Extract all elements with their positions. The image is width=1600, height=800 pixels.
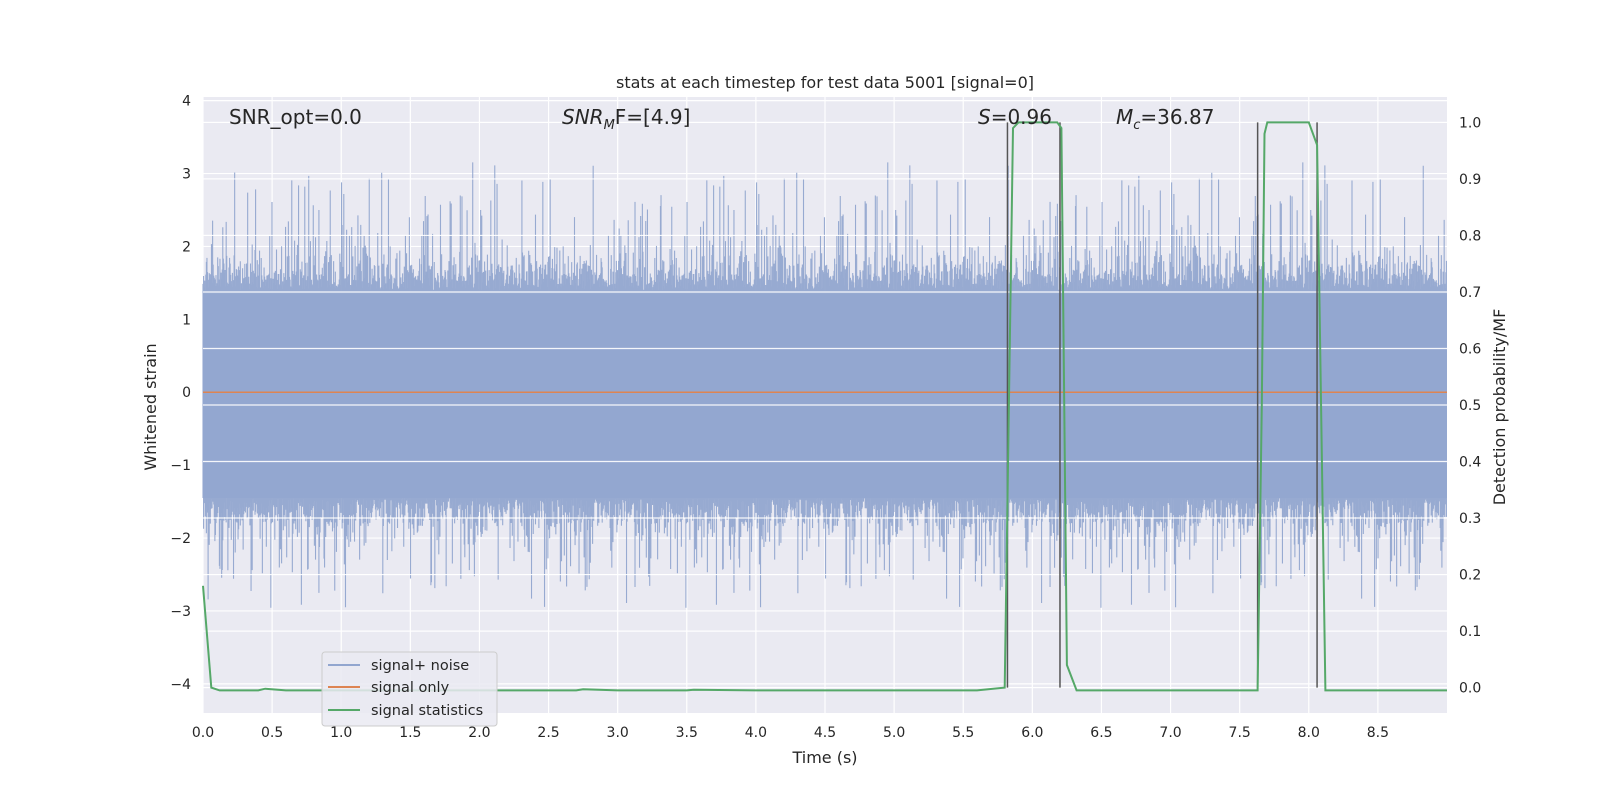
y-left-tick-label: 1 <box>182 312 191 328</box>
legend-label-statistics: signal statistics <box>371 703 483 719</box>
x-tick-label: 4.0 <box>745 725 767 741</box>
y-right-tick-label: 0.2 <box>1459 568 1481 584</box>
signal-statistics-line <box>202 121 1447 692</box>
snr-mf-symbol: SNR <box>562 105 604 129</box>
y-left-tick-label: −4 <box>170 677 191 693</box>
snr-mf-subscript: M <box>604 118 615 133</box>
x-tick-label: 8.0 <box>1298 725 1320 741</box>
y-left-tick-label: −3 <box>170 604 191 620</box>
legend: signal+ noise signal only signal statist… <box>321 651 498 727</box>
x-tick-label: 1.0 <box>330 725 352 741</box>
x-tick-label: 3.5 <box>676 725 698 741</box>
y-right-tick-label: 0.8 <box>1459 228 1481 244</box>
y-left-tick-label: 0 <box>182 385 191 401</box>
y-right-tick-label: 0.3 <box>1459 511 1481 527</box>
y-right-tick-label: 0.0 <box>1459 681 1481 697</box>
annotation-snr-opt: SNR_opt=0.0 <box>229 105 362 129</box>
annotation-snr-mf: SNRMF=[4.9] <box>562 105 690 133</box>
x-tick-label: 2.5 <box>537 725 559 741</box>
y-left-tick-label: 4 <box>182 94 191 110</box>
annotation-s: S=0.96 <box>978 105 1052 129</box>
y-right-tick-label: 0.5 <box>1459 398 1481 414</box>
x-tick-label: 7.5 <box>1229 725 1251 741</box>
x-tick-label: 5.5 <box>952 725 974 741</box>
legend-label-noise: signal+ noise <box>371 658 469 674</box>
y-left-tick-labels: 4 3 2 1 0 −1 −2 −3 −4 <box>170 94 191 693</box>
y-right-tick-label: 0.4 <box>1459 455 1481 471</box>
x-tick-label: 0.0 <box>192 725 214 741</box>
x-tick-label: 7.0 <box>1159 725 1181 741</box>
y-left-tick-label: −2 <box>170 531 191 547</box>
y-right-tick-label: 0.9 <box>1459 172 1481 188</box>
mc-symbol: M <box>1116 105 1133 129</box>
annotation-mc: Mc=36.87 <box>1116 105 1214 133</box>
y-left-axis-label: Whitened strain <box>141 343 160 470</box>
mc-value: =36.87 <box>1140 105 1214 129</box>
snr-mf-value: F=[4.9] <box>615 105 691 129</box>
y-right-tick-label: 0.7 <box>1459 285 1481 301</box>
x-tick-label: 6.0 <box>1021 725 1043 741</box>
legend-label-signal-only: signal only <box>371 680 450 696</box>
noise-band <box>203 293 1447 498</box>
y-left-tick-label: 2 <box>182 239 191 255</box>
x-tick-label: 8.5 <box>1367 725 1389 741</box>
y-left-tick-label: −1 <box>170 458 191 474</box>
y-left-tick-label: 3 <box>182 167 191 183</box>
y-right-tick-labels: 1.0 0.9 0.8 0.7 0.6 0.5 0.4 0.3 0.2 0.1 0.0 <box>1459 115 1481 696</box>
x-tick-label: 5.0 <box>883 725 905 741</box>
y-right-tick-label: 0.1 <box>1459 624 1481 640</box>
mc-subscript: c <box>1133 118 1140 133</box>
legend-box <box>321 651 498 727</box>
x-tick-label: 6.5 <box>1090 725 1112 741</box>
x-tick-label: 4.5 <box>814 725 836 741</box>
vertical-markers <box>1006 122 1318 688</box>
x-axis-label: Time (s) <box>791 748 857 767</box>
chart-title: stats at each timestep for test data 500… <box>616 73 1034 92</box>
x-tick-labels: 0.0 0.5 1.0 1.5 2.0 2.5 3.0 3.5 4.0 4.5 5.0 5.5 6.0 6… <box>192 725 1389 741</box>
x-tick-label: 3.0 <box>607 725 629 741</box>
s-value: =0.96 <box>991 105 1052 129</box>
x-tick-label: 2.0 <box>468 725 490 741</box>
x-tick-label: 0.5 <box>261 725 283 741</box>
x-tick-label: 1.5 <box>399 725 421 741</box>
y-right-tick-label: 1.0 <box>1459 115 1481 131</box>
y-right-axis-label: Detection probability/MF <box>1490 309 1509 506</box>
noise-series <box>202 121 1447 689</box>
y-right-tick-label: 0.6 <box>1459 341 1481 357</box>
s-symbol: S <box>978 105 991 129</box>
